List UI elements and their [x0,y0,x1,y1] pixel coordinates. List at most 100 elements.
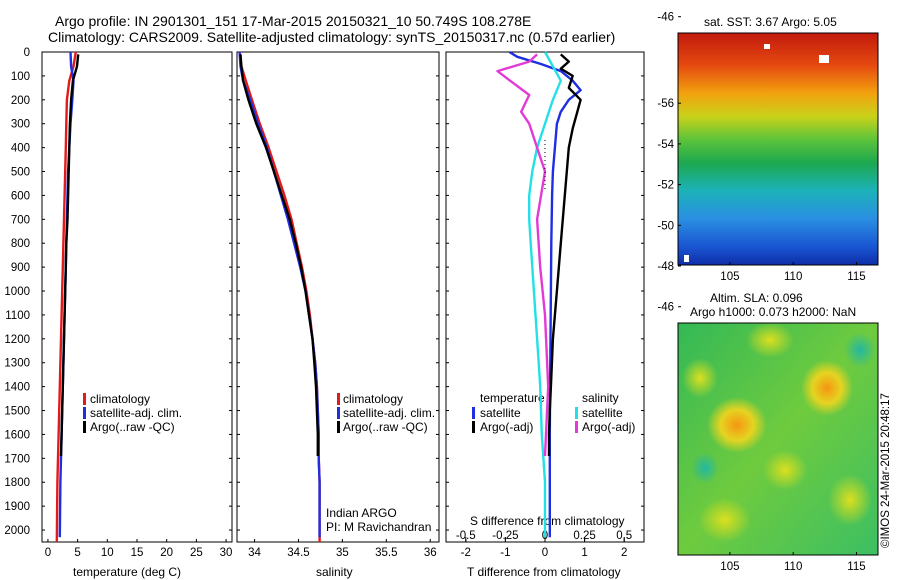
legend-label-satellite: satellite-adj. clim. [343,406,435,420]
sla-anomaly [828,474,872,526]
x-tick-label: 20 [160,547,173,559]
depth-tick-label: 1800 [4,477,30,489]
series-line-argo-raw-qc [239,54,319,456]
series-line-temperature-argo-adj [547,53,582,456]
legend-label-argo: Argo(..raw -QC) [343,420,428,434]
imos-timestamp: ©IMOS 24-Mar-2015 20:48:17 [880,393,892,548]
sla-anomaly [691,452,719,484]
lon-tick-label: 105 [720,271,739,283]
legend-label-climatology: climatology [90,392,150,406]
series-line-argo-raw-qc [59,54,80,457]
depth-axis: 0 100 200 300 400 500 600 700 800 900 1000 1100 1200… [4,47,644,537]
lat-tick-label: -48 [657,261,674,273]
depth-tick-label: 1100 [5,310,30,322]
sla-anomaly [844,332,876,368]
x2-tick-label: -0.25 [492,530,518,542]
legend-swatch-climatology [83,393,86,405]
x-tick-label: 10 [101,547,114,559]
salinity-xlabel: salinity [316,565,353,579]
depth-tick-label: 1000 [4,286,30,298]
legend-swatch-argo [337,421,340,433]
depth-tick-label: 1200 [4,334,30,346]
depth-tick-label: 100 [11,71,30,83]
lon-tick-label: 110 [784,271,802,283]
depth-tick-label: 2000 [4,525,30,537]
sla-anomaly [801,360,853,416]
depth-tick-label: 400 [11,143,30,155]
legend-label-temp-satellite: satellite [480,406,521,420]
float-institution: Indian ARGO [326,506,397,520]
depth-tick-label: 300 [11,119,30,131]
depth-tick-label: 900 [11,262,30,274]
x-tick-label: 36 [424,547,437,559]
lat-tick-label: -50 [657,220,674,232]
depth-tick-label: 500 [11,167,30,179]
legend-label-sal-satellite: satellite [582,406,623,420]
sst-field [678,33,878,265]
x2-tick-label: -0.5 [456,530,476,542]
lat-tick-label: -54 [657,139,674,151]
legend-label-climatology: climatology [343,392,403,406]
x-tick-label: 15 [131,547,144,559]
sst-map-title: sat. SST: 3.67 Argo: 5.05 [704,15,837,29]
depth-tick-label: 700 [11,214,30,226]
lat-tick-label: -46 [657,12,674,24]
series-line-salinity-argo-adj [496,53,550,457]
sst-missing-data [819,55,829,63]
depth-tick-label: 1600 [4,429,30,441]
legend-swatch-climatology [337,393,340,405]
salinity-panel [236,51,440,543]
x-tick-label: 1 [581,547,587,559]
depth-tick-label: 800 [11,238,30,250]
sla-map-title1: Altim. SLA: 0.096 [710,291,803,305]
sst-map-lat-axis: -46-48-50-52-54-56 [657,12,681,24]
lat-tick-label: -46 [657,302,674,314]
lat-tick-label: -52 [657,180,674,192]
depth-tick-label: 1700 [4,453,30,465]
lon-tick-label: 115 [847,561,865,573]
chart-marks: 0 5 10 15 20 25 30 34 34.5 35 35.5 36 -2 -1 0 1 2 -0.5 -0.… [45,50,689,559]
sla-map: -46 -48 -50 -52 -54 -56 105 110 115 [657,98,879,573]
series-line-salinity-satellite [528,51,562,538]
depth-tick-label: 200 [11,95,30,107]
lon-tick-label: 115 [847,271,865,283]
sla-map-lat-axis: -46 -48 -50 -52 -54 -56 [657,98,681,314]
sst-missing-data [684,255,689,262]
sst-map-lon-axis: 105 110 115 [720,262,866,283]
sla-anomaly [699,498,751,542]
depth-tick-label: 1900 [4,501,30,513]
sla-anomaly [682,358,718,398]
x-tick-label: 25 [190,547,203,559]
temperature-legend: climatology satellite-adj. clim. Argo(..… [83,392,182,434]
sla-anomaly [763,450,807,490]
salinity-axes-frame [236,51,440,543]
temperature-xlabel: temperature (deg C) [73,565,181,579]
legend-swatch-satellite [83,407,86,419]
sst-missing-data [764,44,770,49]
depth-tick-label: 1300 [4,358,30,370]
legend-swatch-argo [83,421,86,433]
legend-temperature-head: temperature [480,391,545,405]
series-line-climatology [55,51,77,543]
x-tick-label: 0 [45,547,51,559]
depth-tick-label: 1500 [4,406,30,418]
legend-salinity-head: salinity [582,391,619,405]
x-tick-label: 30 [220,547,233,559]
sla-anomaly [707,397,767,453]
float-pi: PI: M Ravichandran [326,520,431,534]
legend-swatch-sal-argo [575,421,578,433]
sla-map-title2: Argo h1000: 0.073 h2000: NaN [690,305,856,319]
legend-swatch-satellite [337,407,340,419]
legend-label-satellite: satellite-adj. clim. [90,406,182,420]
sla-anomaly [746,322,794,358]
legend-swatch-temp-satellite [472,407,475,419]
sst-map-frame [677,32,879,266]
x-tick-label: -1 [500,547,510,559]
legend-label-temp-argo: Argo(-adj) [480,420,533,434]
legend-swatch-sal-satellite [575,407,578,419]
x-tick-label: 2 [621,547,627,559]
header-line2: Climatology: CARS2009. Satellite-adjuste… [48,29,615,45]
lon-tick-label: 110 [784,561,802,573]
depth-tick-label: 1400 [4,382,30,394]
